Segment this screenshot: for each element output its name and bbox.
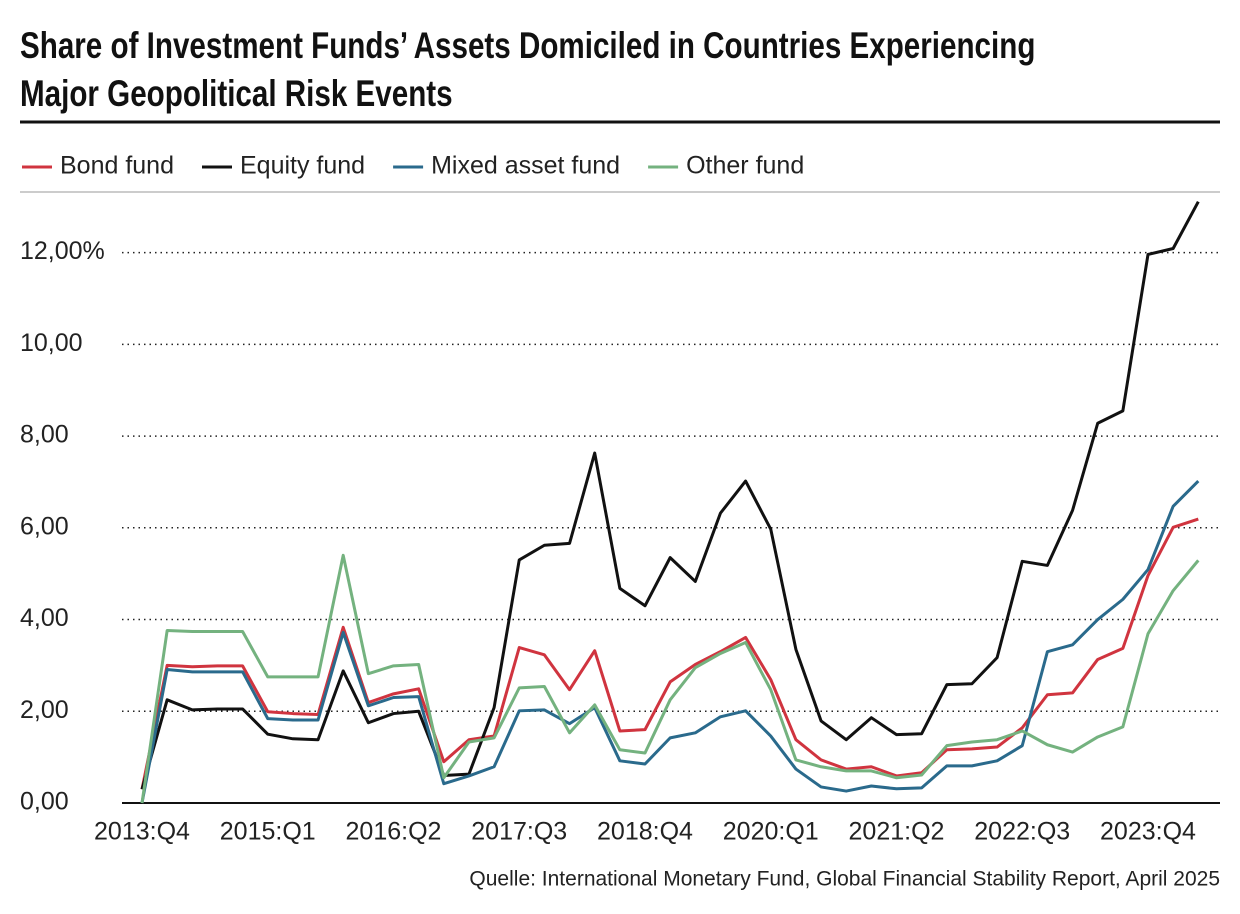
legend-label: Bond fund <box>60 152 174 180</box>
y-tick-label: 8,00 <box>20 421 69 449</box>
y-tick-label: 0,00 <box>20 788 69 816</box>
x-tick-label: 2018:Q4 <box>597 818 693 846</box>
y-tick-label: 6,00 <box>20 512 69 540</box>
x-tick-label: 2016:Q2 <box>346 818 442 846</box>
x-tick-label: 2017:Q3 <box>471 818 567 846</box>
x-tick-label: 2021:Q2 <box>849 818 945 846</box>
x-tick-label: 2022:Q3 <box>974 818 1070 846</box>
series-line <box>140 553 1200 804</box>
y-tick-label: 10,00 <box>20 329 83 357</box>
x-tick-label: 2023:Q4 <box>1100 818 1196 846</box>
x-tick-label: 2013:Q4 <box>94 818 190 846</box>
x-tick-label: 2015:Q1 <box>220 818 316 846</box>
y-tick-label: 12,00% <box>20 237 105 265</box>
y-tick-label: 4,00 <box>20 604 69 632</box>
source: Quelle: International Monetary Fund, Glo… <box>469 868 1220 891</box>
legend-label: Mixed asset fund <box>431 152 620 180</box>
y-tick-label: 2,00 <box>20 696 69 724</box>
legend-label: Equity fund <box>240 152 365 180</box>
x-tick-label: 2020:Q1 <box>723 818 819 846</box>
series-line <box>140 517 1199 790</box>
series-line <box>140 479 1200 804</box>
legend-label: Other fund <box>686 152 804 180</box>
chart-title: Share of Investment Funds’ Assets Domici… <box>20 25 1036 114</box>
series-line <box>140 201 1200 790</box>
